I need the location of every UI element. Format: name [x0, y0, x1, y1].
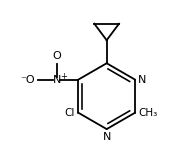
Text: ⁻O: ⁻O: [20, 75, 35, 85]
Text: N: N: [102, 132, 111, 142]
Text: +: +: [60, 72, 67, 81]
Text: Cl: Cl: [65, 108, 75, 118]
Text: N: N: [138, 75, 147, 85]
Text: CH₃: CH₃: [138, 108, 157, 118]
Text: N: N: [53, 75, 61, 85]
Text: O: O: [52, 51, 61, 61]
